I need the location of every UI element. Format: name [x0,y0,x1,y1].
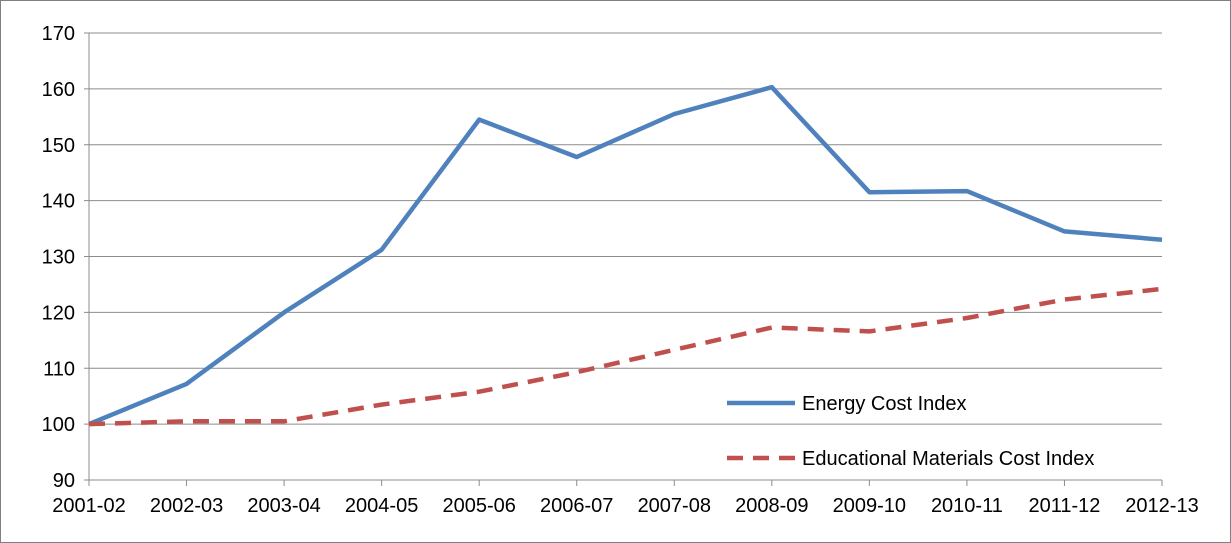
x-tick-label: 2005-06 [442,495,515,517]
x-tick-label: 2009-10 [833,495,906,517]
x-tick-label: 2011-12 [1028,495,1100,517]
y-tick-label: 170 [42,23,75,45]
y-tick-label: 90 [53,470,75,492]
axes: 90 100 110 120 130 140 150 160 170 2001-02 2002-03… [42,23,1199,517]
y-tick-label: 120 [42,302,75,324]
series-line-energy-cost-index [88,84,1163,427]
y-tick-label: 150 [42,135,75,157]
legend-label: Energy Cost Index [802,393,967,415]
y-tick-label: 160 [42,79,75,101]
x-tick-label: 2004-05 [345,495,418,517]
legend: Energy Cost Index Educational Materials C… [727,393,1094,470]
legend-label: Educational Materials Cost Index [802,448,1094,470]
y-tick-label: 130 [42,247,75,269]
series-lines [88,84,1163,427]
x-tick-label: 2007-08 [638,495,711,517]
y-tick-label: 140 [42,191,75,213]
series-line-educational-materials-cost-index [88,286,1163,427]
x-tick-label: 2001-02 [52,495,125,517]
x-tick-label: 2006-07 [540,495,613,517]
gridlines [89,32,1162,481]
y-tick-label: 110 [43,358,75,380]
x-tick-label: 2008-09 [735,495,808,517]
x-tick-label: 2003-04 [247,495,320,517]
x-tick-label: 2012-13 [1125,495,1198,517]
y-tick-label: 100 [42,414,75,436]
x-tick-label: 2010-11 [931,495,1003,517]
x-tick-label: 2002-03 [150,495,223,517]
